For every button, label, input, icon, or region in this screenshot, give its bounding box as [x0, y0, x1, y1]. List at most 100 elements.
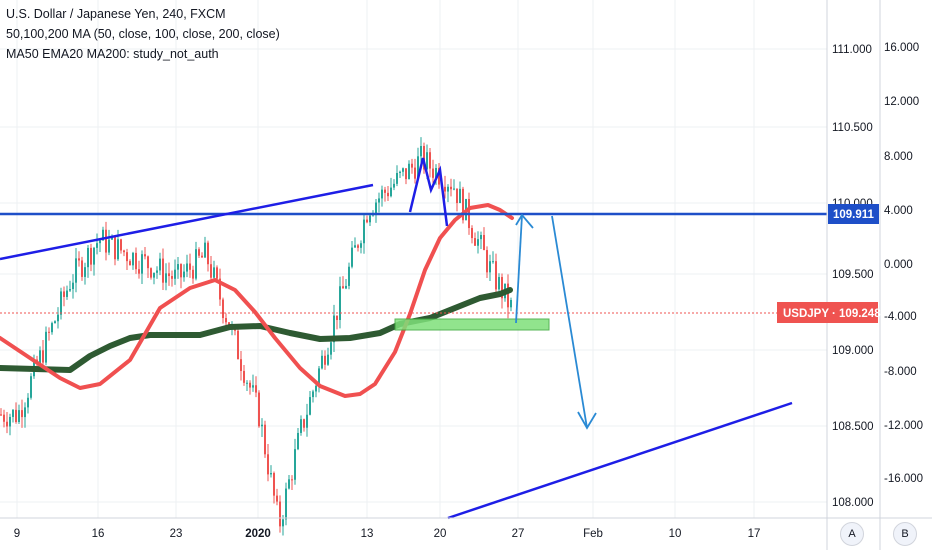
candle-body — [180, 264, 182, 278]
candle-body — [225, 318, 227, 323]
candle-body — [6, 421, 8, 427]
candle-body — [105, 229, 107, 253]
candle-body — [159, 258, 161, 271]
candle-body — [198, 249, 200, 256]
candle-body — [279, 501, 281, 527]
candle-body — [375, 202, 377, 214]
auto-scale-button[interactable]: A — [840, 522, 864, 546]
candle-body — [117, 239, 119, 260]
candle-body — [360, 243, 362, 248]
candle-body — [15, 409, 17, 423]
time-tick: 17 — [748, 528, 761, 540]
candle-body — [222, 299, 224, 319]
current-price-tag: USDJPY · 109.248 — [777, 302, 881, 323]
candle-body — [75, 258, 77, 283]
candle-body — [300, 419, 302, 433]
candle-body — [81, 260, 83, 277]
time-axis[interactable]: 9 16 23 2020 13 20 27 Feb 10 17 — [14, 528, 761, 540]
candle-body — [147, 256, 149, 269]
candle-body — [510, 299, 512, 308]
candle-body — [246, 382, 248, 384]
candle-body — [63, 291, 65, 297]
candle-body — [303, 419, 305, 428]
candle-body — [345, 285, 347, 289]
indicator-tick: -16.000 — [884, 473, 923, 485]
indicator-tick: -12.000 — [884, 420, 923, 432]
candle-body — [495, 261, 497, 290]
indicator-tick: 12.000 — [884, 96, 919, 108]
candle-body — [414, 167, 416, 179]
candle-body — [432, 168, 434, 178]
time-tick: 2020 — [245, 528, 271, 540]
candle-body — [264, 424, 266, 455]
candle-body — [0, 414, 2, 416]
projection-arrow-down — [551, 215, 597, 430]
candle-body — [444, 186, 446, 192]
time-tick: Feb — [583, 528, 603, 540]
candle-body — [42, 350, 44, 363]
projection-arrow-up — [515, 213, 534, 324]
indicator-tick: 4.000 — [884, 205, 913, 217]
candle-body — [201, 255, 203, 258]
candle-body — [138, 269, 140, 274]
candle-body — [447, 186, 449, 192]
candle-body — [288, 479, 290, 489]
candle-body — [492, 261, 494, 263]
candle-body — [402, 168, 404, 172]
candle-body — [126, 252, 128, 262]
candle-body — [378, 198, 380, 203]
candle-body — [213, 267, 215, 278]
candle-body — [480, 234, 482, 240]
price-axis[interactable]: 111.000 110.500 110.000 109.500 109.000 … — [832, 44, 874, 509]
candle-body — [237, 330, 239, 360]
candle-body — [339, 286, 341, 320]
candle-body — [498, 277, 500, 290]
candle-body — [78, 258, 80, 261]
candle-body — [306, 414, 308, 428]
symbol-title[interactable]: U.S. Dollar / Japanese Yen, 240, FXCM — [6, 7, 226, 21]
indicator-scale-button[interactable]: B — [893, 522, 917, 546]
current-price-tag-text: USDJPY · 109.248 — [783, 308, 881, 320]
custom-study-label[interactable]: MA50 EMA20 MA200: study_not_auth — [6, 47, 219, 61]
candle-body — [150, 268, 152, 278]
candle-body — [294, 449, 296, 480]
candle-body — [282, 519, 284, 527]
candle-body — [30, 376, 32, 398]
indicator-axis[interactable]: 16.000 12.000 8.000 4.000 0.000 -4.000 -… — [884, 42, 923, 485]
candle-body — [420, 146, 422, 157]
candle-body — [24, 407, 26, 418]
candle-body — [297, 432, 299, 450]
candle-body — [426, 152, 428, 170]
candle-body — [21, 410, 23, 418]
price-tick: 111.000 — [832, 44, 872, 56]
candle-body — [51, 323, 53, 333]
candle-body — [477, 239, 479, 246]
candle-body — [267, 454, 269, 475]
candle-body — [249, 382, 251, 388]
price-tick: 108.000 — [832, 497, 874, 509]
candle-body — [192, 269, 194, 279]
candle-body — [9, 416, 11, 427]
candle-body — [54, 321, 56, 324]
ma-study-label[interactable]: 50,100,200 MA (50, close, 100, close, 20… — [6, 27, 280, 41]
candle-body — [456, 188, 458, 204]
candle-body — [84, 267, 86, 277]
time-tick: 9 — [14, 528, 20, 540]
candle-body — [333, 315, 335, 343]
candle-body — [60, 291, 62, 315]
candle-body — [171, 276, 173, 279]
candle-body — [255, 385, 257, 393]
time-tick: 10 — [669, 528, 682, 540]
candle-body — [45, 331, 47, 363]
candle-body — [216, 267, 218, 279]
candle-body — [462, 188, 464, 221]
level-price-tag: 109.911 — [828, 204, 879, 224]
candle-body — [315, 385, 317, 392]
candle-body — [168, 273, 170, 277]
candle-body — [48, 331, 50, 333]
lower-trendline — [447, 401, 793, 520]
candle-body — [486, 250, 488, 273]
candle-body — [276, 495, 278, 502]
candle-body — [453, 188, 455, 190]
